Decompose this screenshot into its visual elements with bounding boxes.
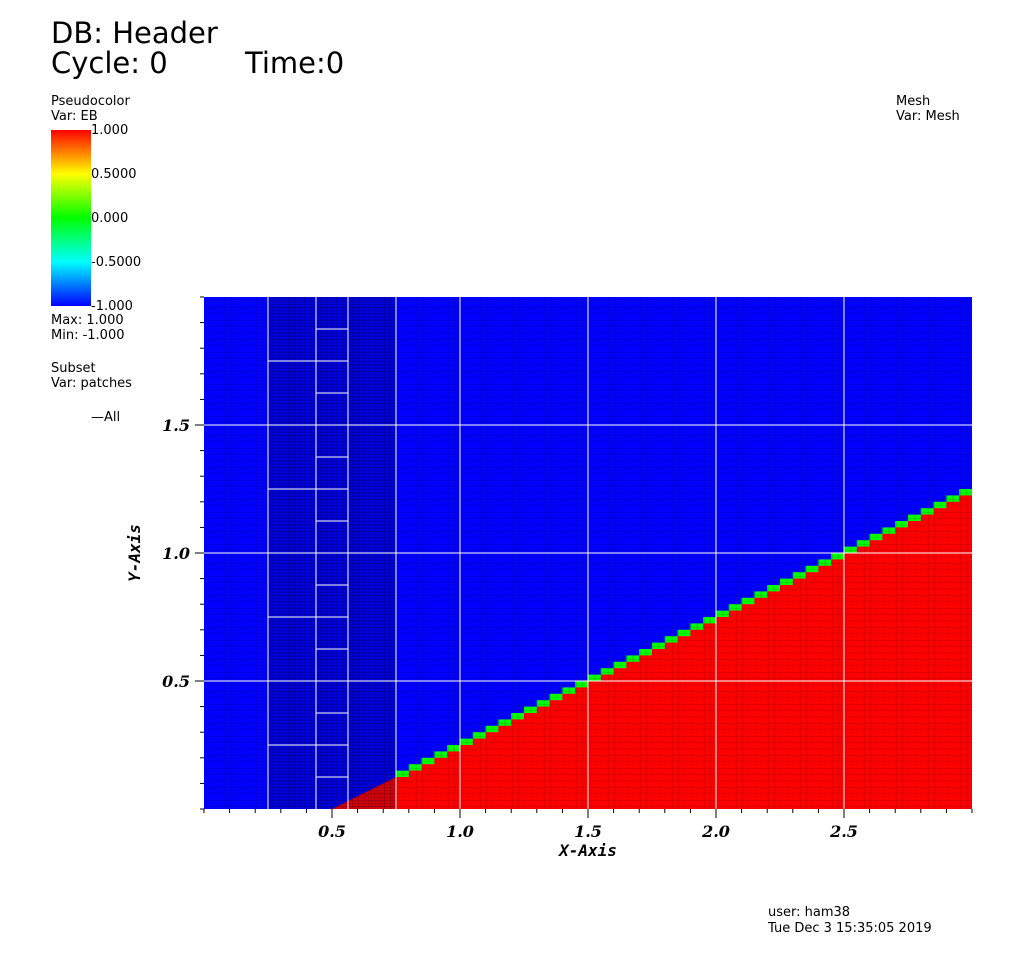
subset-title: Subset <box>51 361 96 376</box>
y-tick-label: 1.5 <box>162 416 190 435</box>
colorbar-tick-3: 0.000 <box>91 211 129 226</box>
x-axis-label: X-Axis <box>557 841 617 860</box>
pseudocolor-min: Min: -1.000 <box>51 328 125 343</box>
x-tick-label: 1.5 <box>574 822 602 841</box>
x-tick-label: 0.5 <box>318 822 346 841</box>
mesh-var: Var: Mesh <box>896 109 960 124</box>
x-tick-label: 1.0 <box>446 822 474 841</box>
cycle-label: Cycle: 0 <box>51 46 168 80</box>
footer-user: user: ham38 <box>768 905 851 920</box>
pseudocolor-max: Max: 1.000 <box>51 313 124 328</box>
subset-entry-label: All <box>104 410 121 425</box>
db-title: DB: Header <box>51 16 218 50</box>
y-tick-label: 1.0 <box>162 544 190 563</box>
pseudocolor-var: Var: EB <box>51 109 98 124</box>
colorbar-tick-4: -0.5000 <box>91 255 142 270</box>
x-tick-label: 2.0 <box>701 822 730 841</box>
time-label: Time:0 <box>245 46 345 80</box>
mesh-title: Mesh <box>896 94 931 109</box>
pseudocolor-title: Pseudocolor <box>51 94 130 109</box>
footer-date: Tue Dec 3 15:35:05 2019 <box>768 921 932 936</box>
subset-var: Var: patches <box>51 376 132 391</box>
colorbar-tick-5: -1.000 <box>91 299 133 314</box>
colorbar-tick-1: 1.000 <box>91 123 129 138</box>
colorbar-tick-2: 0.5000 <box>91 167 137 182</box>
x-tick-label: 2.5 <box>829 822 858 841</box>
y-tick-label: 0.5 <box>162 672 190 691</box>
subset-entry: —All <box>91 410 121 425</box>
y-axis-label: Y-Axis <box>125 524 144 582</box>
colorbar <box>51 130 91 306</box>
